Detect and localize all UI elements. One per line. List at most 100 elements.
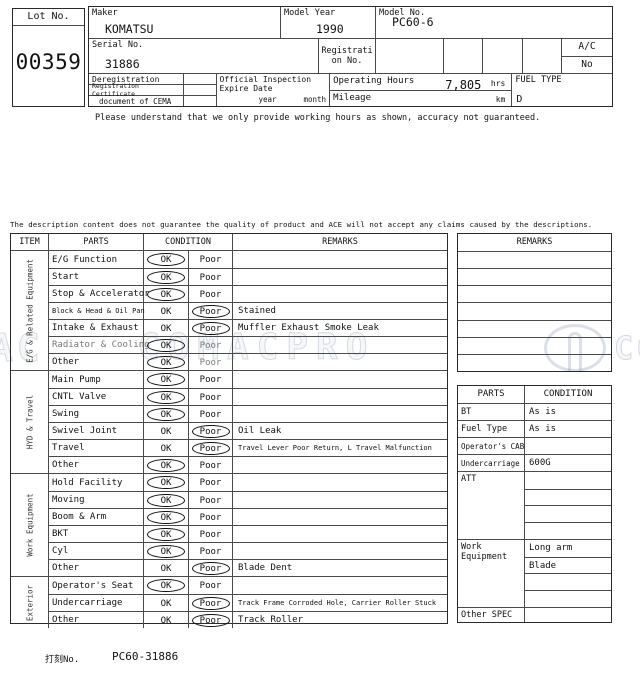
spec-condition-value — [525, 590, 611, 607]
working-hours-note: Please understand that we only provide w… — [95, 113, 541, 123]
remark-text — [233, 269, 447, 285]
poor-mark: Poor — [191, 304, 230, 318]
part-label: Hold Facility — [49, 474, 144, 491]
registration-no-label-line1: Registrati — [321, 46, 373, 56]
registration-certificate-label: Registration Certificate — [89, 82, 183, 98]
cema-checkbox-cell — [184, 96, 216, 106]
spec-row: Fuel Type As is — [458, 420, 611, 437]
month-label: month — [303, 95, 327, 104]
spec-row: Undercarriage 600G — [458, 454, 611, 471]
poor-mark: Poor — [199, 478, 222, 488]
poor-mark: Poor — [199, 392, 222, 403]
remark-text — [233, 371, 447, 388]
ok-mark: OK — [147, 407, 185, 421]
ok-mark: OK — [160, 443, 172, 454]
remarks-empty-row — [458, 336, 611, 354]
table-row: Main Pump OK Poor — [49, 371, 447, 388]
group-label-cell: HYD & Travel — [11, 371, 49, 473]
poor-mark: Poor — [191, 424, 230, 438]
km-unit-label: km — [495, 95, 506, 104]
part-label: Other — [49, 457, 144, 473]
remark-text — [233, 354, 447, 370]
maker-value: KOMATSU — [105, 22, 154, 36]
part-label: Travel — [49, 440, 144, 456]
part-label: CNTL Valve — [49, 389, 144, 405]
table-row: CNTL Valve OK Poor — [49, 388, 447, 405]
remark-text — [233, 406, 447, 422]
spec-condition-value — [525, 608, 611, 622]
group-label: Work Equipment — [25, 493, 34, 557]
group-label: HYD & Travel — [25, 394, 34, 450]
table-row: E/G Function OK Poor — [49, 251, 447, 268]
ok-mark: OK — [160, 306, 172, 317]
watermark-text-right: CO — [614, 329, 640, 368]
spec-condition-value — [525, 438, 611, 454]
model-year-label: Model Year — [284, 8, 336, 18]
table-row: BKT OK Poor — [49, 525, 447, 542]
machine-header-table: Maker KOMATSU Model Year 1990 Model No. … — [88, 6, 613, 107]
operating-hours-value: 7,805 — [445, 78, 482, 92]
item-header: ITEM — [11, 234, 49, 250]
fuel-type-value: D — [516, 94, 523, 105]
group-label: Exterior — [25, 584, 34, 621]
lot-number-label: Lot No. — [13, 9, 84, 26]
table-row: Other OK Poor — [49, 456, 447, 473]
serial-no-label2: Serial No. — [92, 40, 144, 50]
poor-mark: Poor — [199, 529, 222, 540]
ok-mark: OK — [160, 615, 172, 626]
maker-label: Maker — [92, 8, 118, 18]
spec-part-label: Operator's CAB — [458, 438, 525, 454]
remark-text: Oil Leak — [238, 426, 282, 436]
description-disclaimer: The description content does not guarant… — [10, 220, 593, 229]
spec-table-header: PARTS CONDITION — [458, 386, 611, 403]
cema-document-label: document of CEMA — [99, 96, 172, 106]
official-inspection-label-line2: Expire Date — [219, 84, 273, 93]
spec-group-work-equipment: Work Equipment Long arm Blade — [458, 539, 611, 607]
ok-mark: OK — [147, 287, 185, 301]
poor-mark: Poor — [191, 441, 230, 455]
remarks-empty-row — [458, 302, 611, 319]
remark-text — [233, 543, 447, 559]
document-check-column — [183, 74, 217, 106]
remarks-empty-row — [458, 353, 611, 371]
spec-parts-header: PARTS — [458, 386, 525, 403]
remark-text — [233, 577, 447, 594]
model-no-value: PC60-6 — [392, 15, 434, 29]
registration-empty-cell — [523, 39, 562, 73]
mileage-label: Mileage — [333, 92, 372, 103]
part-label: Moving — [49, 492, 144, 508]
spec-table: PARTS CONDITION BT As is Fuel Type As is… — [457, 385, 612, 623]
fuel-type-cell: FUEL TYPE D — [512, 74, 612, 106]
spec-part-label: Fuel Type — [458, 421, 525, 437]
group-hyd-travel: HYD & Travel Main Pump OK Poor CNTL Valv… — [11, 370, 447, 473]
spec-condition-value — [525, 505, 611, 522]
part-label: Other — [49, 612, 144, 628]
poor-mark: Poor — [199, 289, 222, 300]
ac-cell: A/C No — [562, 39, 612, 73]
lot-number-value: 00359 — [15, 50, 82, 74]
table-row: Cyl OK Poor — [49, 542, 447, 559]
remark-text — [233, 526, 447, 542]
spec-condition-value — [525, 522, 611, 539]
ok-mark: OK — [160, 563, 172, 574]
official-inspection-cell: Official Inspection Expire Date year mon… — [217, 74, 331, 106]
group-label-cell: Work Equipment — [11, 474, 49, 576]
spec-condition-header: CONDITION — [543, 389, 593, 399]
spec-part-label: BT — [458, 404, 525, 420]
table-row: Radiator & Cooling OK Poor — [49, 336, 447, 353]
remark-text: Track Roller — [238, 615, 304, 625]
ok-mark: OK — [147, 338, 185, 352]
remark-text — [233, 474, 447, 491]
remark-text: Muffler Exhaust Smoke Leak — [238, 323, 379, 333]
spec-row: Operator's CAB — [458, 437, 611, 454]
watermark-logo-icon-inner — [568, 332, 582, 372]
part-label: Swing — [49, 406, 144, 422]
remarks-empty-row — [458, 268, 611, 285]
spec-part-label: Other SPEC — [458, 608, 525, 622]
ok-mark: OK — [147, 544, 185, 558]
part-label: Main Pump — [49, 371, 144, 388]
ac-value: No — [562, 55, 612, 74]
fuel-type-label: FUEL TYPE — [515, 75, 562, 85]
remark-text — [233, 492, 447, 508]
table-row: Swing OK Poor — [49, 405, 447, 422]
